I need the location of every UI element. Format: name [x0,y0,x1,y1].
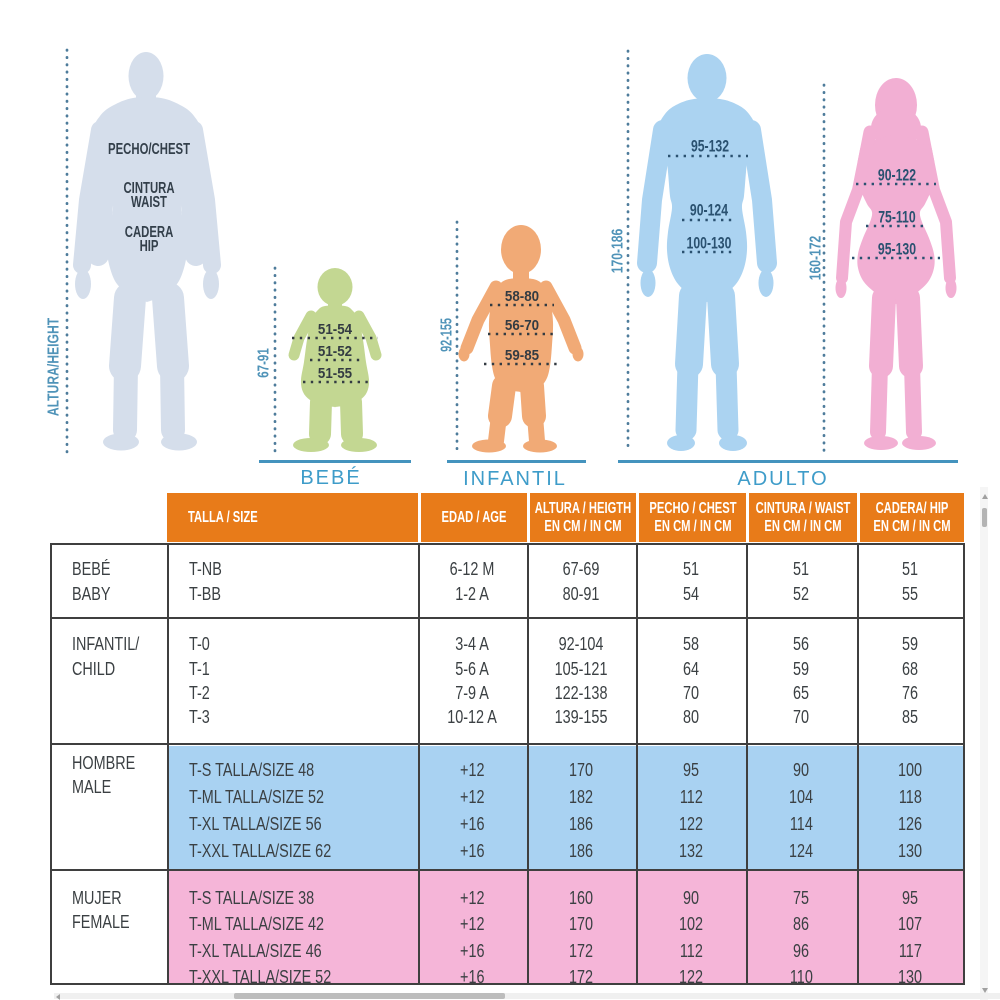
svg-text:PECHO/CHEST: PECHO/CHEST [108,139,190,157]
svg-text:170-186: 170-186 [609,229,627,274]
svg-text:51-54: 51-54 [318,322,352,339]
svg-text:90-122: 90-122 [878,167,916,185]
svg-text:CADERA: CADERA [125,222,174,240]
svg-text:51-55: 51-55 [318,366,352,383]
svg-text:95-130: 95-130 [878,241,916,259]
svg-text:160-172: 160-172 [807,236,825,281]
svg-text:59-85: 59-85 [505,348,539,365]
svg-text:90-124: 90-124 [690,202,729,220]
svg-text:75-110: 75-110 [878,209,915,227]
svg-text:100-130: 100-130 [687,235,732,253]
svg-text:WAIST: WAIST [131,192,167,210]
svg-text:58-80: 58-80 [505,289,539,306]
svg-text:CINTURA: CINTURA [123,178,174,196]
svg-text:51-52: 51-52 [318,344,352,361]
svg-text:56-70: 56-70 [505,318,539,335]
svg-text:67-91: 67-91 [254,348,272,378]
svg-text:HIP: HIP [140,236,159,254]
svg-text:92-155: 92-155 [437,318,455,352]
svg-text:ALTURA/HEIGHT: ALTURA/HEIGHT [45,318,63,417]
svg-text:95-132: 95-132 [691,138,729,156]
